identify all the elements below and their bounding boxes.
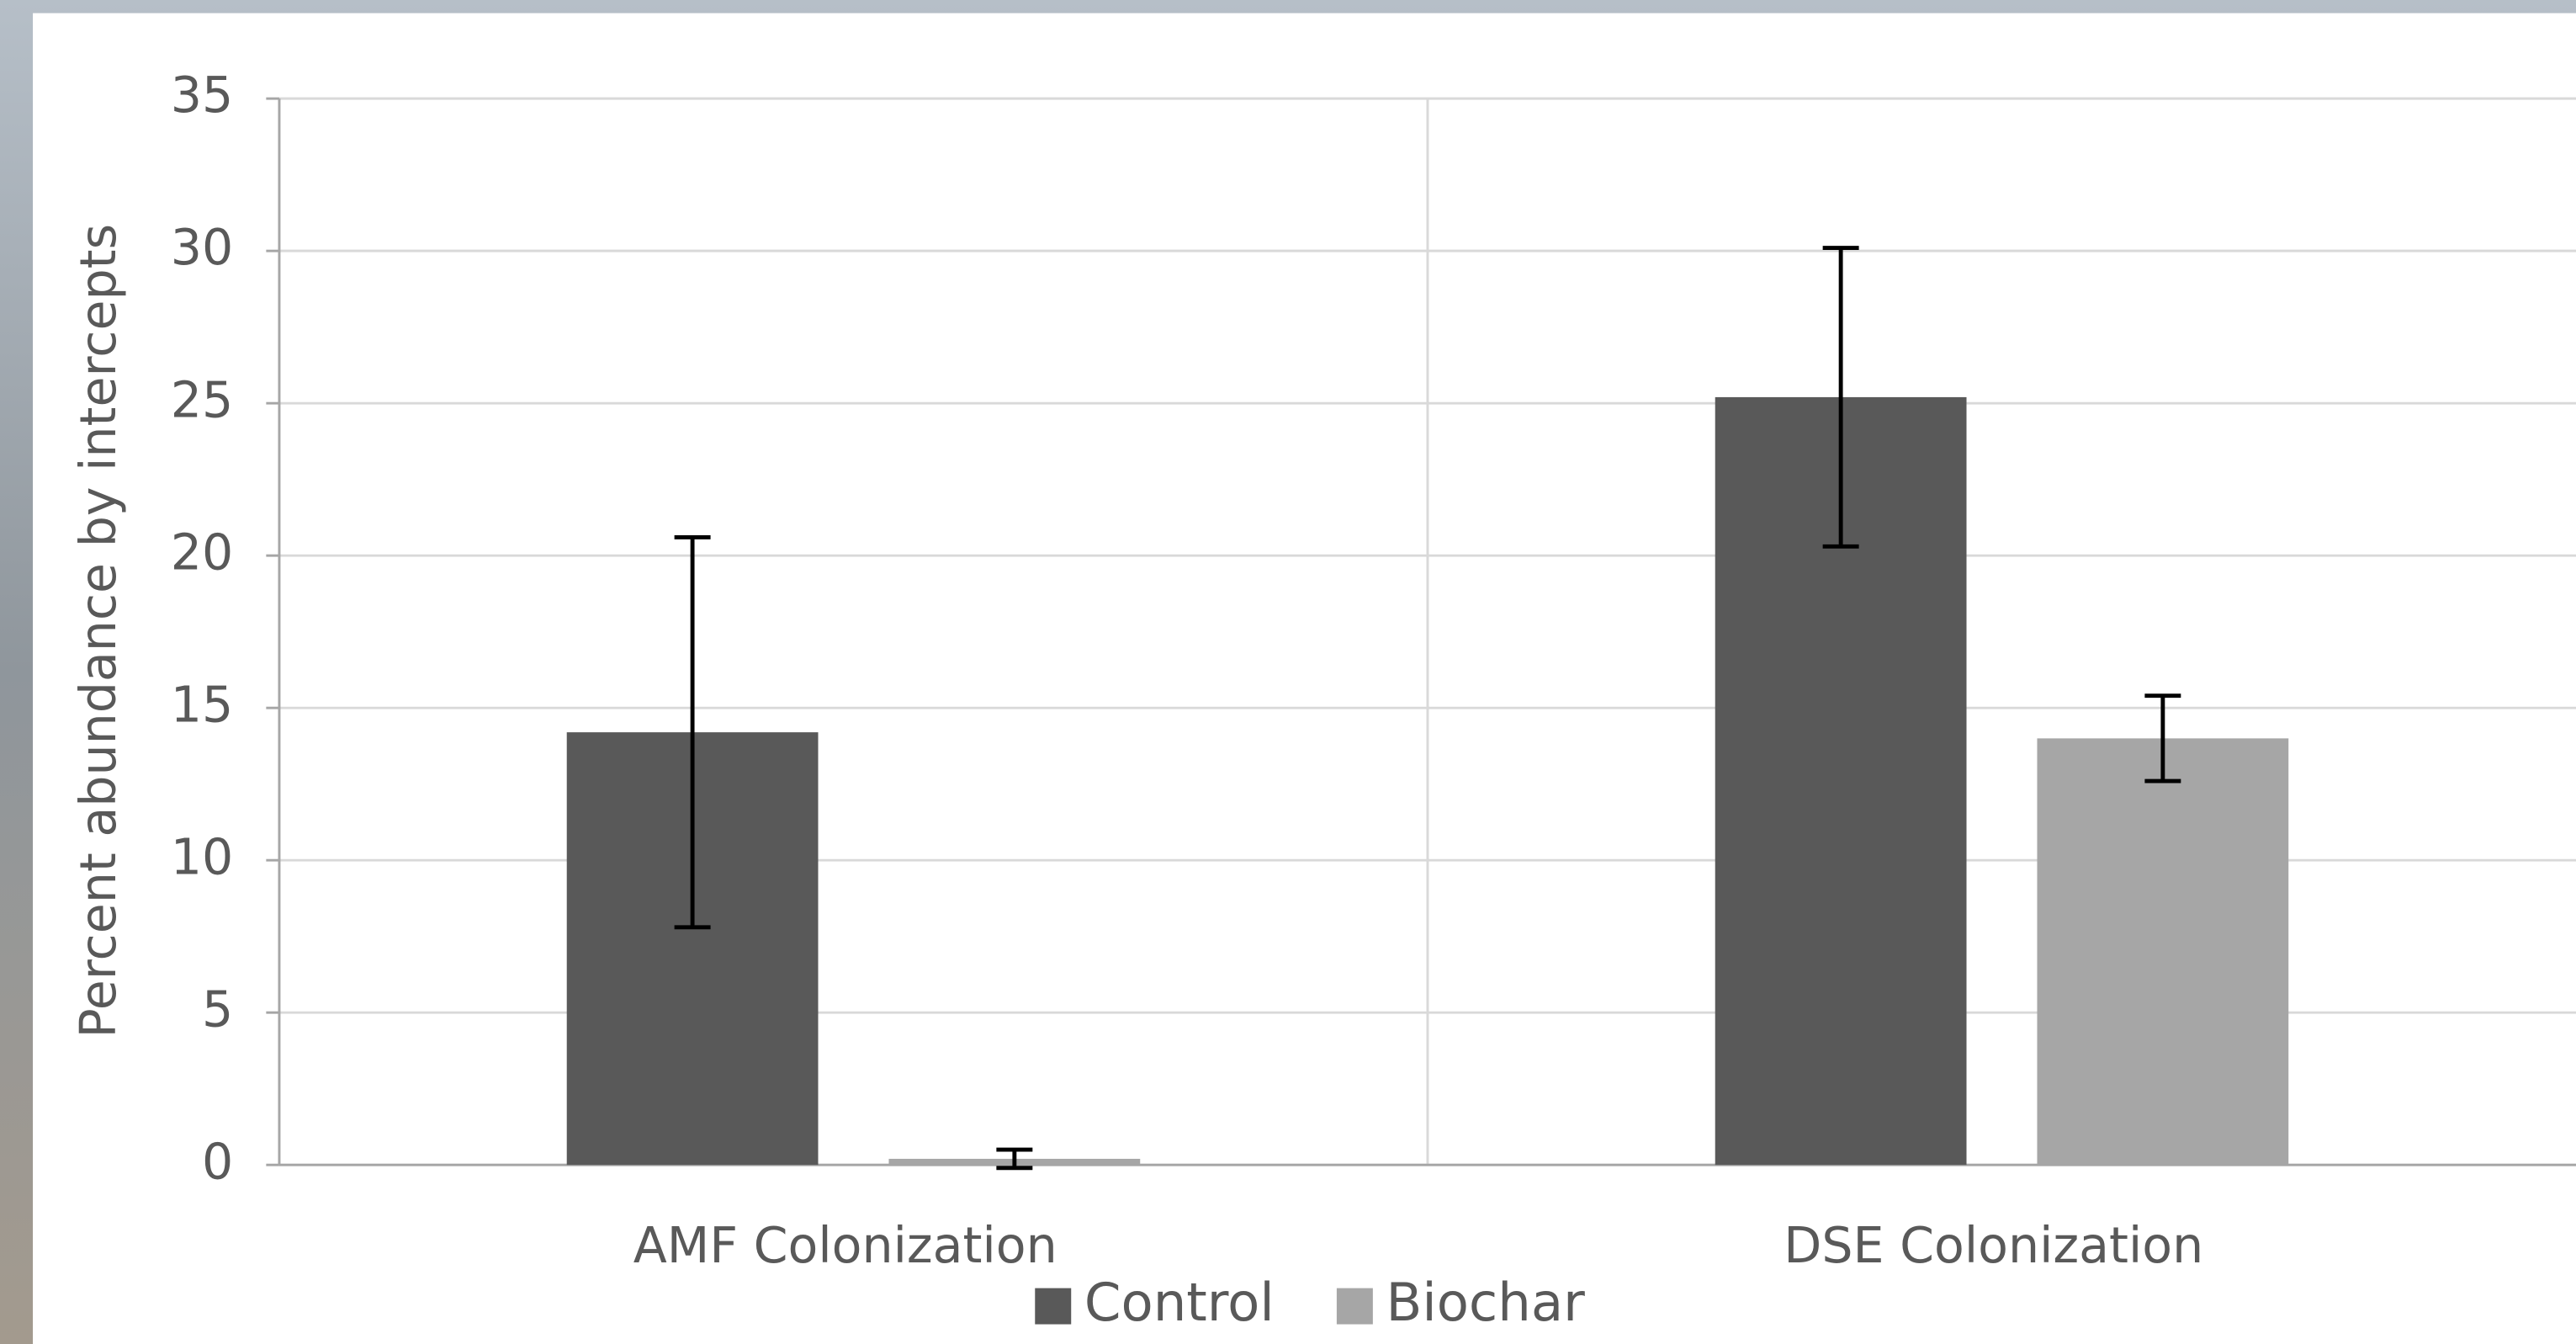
legend-label: Control: [1084, 1272, 1275, 1333]
legend-swatch: [1336, 1288, 1373, 1325]
y-tick-label: 25: [171, 371, 234, 428]
y-tick-label: 20: [171, 523, 234, 581]
y-tick-label: 5: [202, 980, 233, 1038]
legend-swatch: [1035, 1288, 1072, 1325]
bar: [2037, 738, 2289, 1166]
error-bar: [674, 535, 711, 930]
y-tick-label: 35: [171, 66, 234, 124]
y-tick-label: 0: [202, 1133, 233, 1190]
y-tick-label: 10: [171, 828, 234, 885]
legend-label: Biochar: [1386, 1272, 1585, 1333]
error-bar: [2144, 693, 2181, 784]
error-bar: [996, 1147, 1033, 1171]
error-bar: [1822, 246, 1859, 549]
x-tick-label: AMF Colonization: [633, 1217, 1057, 1274]
y-axis-title: Percent abundance by intercepts: [70, 224, 127, 1039]
y-tick-label: 15: [171, 676, 234, 733]
x-tick-label: DSE Colonization: [1784, 1217, 2203, 1274]
y-tick-label: 30: [171, 219, 234, 276]
